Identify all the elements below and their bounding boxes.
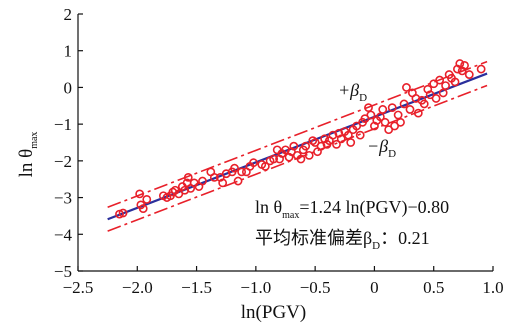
data-point xyxy=(402,83,411,92)
y-tick-label: 2 xyxy=(64,5,73,24)
data-point xyxy=(405,105,415,114)
data-point xyxy=(375,112,385,122)
x-tick-label: 0 xyxy=(370,278,379,297)
data-point xyxy=(387,103,397,113)
axes: −2.5 −2.0 −1.5 −1.0 −0.5 0 0.5 1.0 2 1 0 −1 −2 −3 −4 −5 xyxy=(54,5,504,297)
equation-label: ln θmax=1.24 ln(PGV)−0.80 xyxy=(255,197,449,221)
data-point xyxy=(296,154,306,164)
data-point xyxy=(138,204,148,213)
data-point xyxy=(332,139,341,149)
data-point xyxy=(269,154,279,164)
data-point xyxy=(355,130,365,140)
equation-rest: =1.24 ln(PGV)−0.80 xyxy=(299,197,449,218)
lower-band-label: −βD xyxy=(367,136,396,160)
data-point xyxy=(237,167,247,177)
data-point xyxy=(460,61,469,70)
upper-band-line xyxy=(107,60,488,209)
data-point xyxy=(260,161,270,171)
data-point xyxy=(366,110,376,120)
y-axis-title-main: ln θ xyxy=(16,149,37,178)
data-point xyxy=(476,64,486,74)
data-point xyxy=(396,117,405,127)
upper-band-label-sub: D xyxy=(359,92,367,104)
data-point xyxy=(399,99,409,109)
data-point xyxy=(304,150,314,160)
data-point xyxy=(441,81,450,90)
sigma-sub: D xyxy=(372,240,380,252)
data-point xyxy=(450,77,460,87)
x-tick-label: −2.0 xyxy=(122,278,153,297)
data-point xyxy=(218,178,228,188)
data-point xyxy=(230,163,239,173)
data-point xyxy=(438,88,448,98)
data-point xyxy=(364,103,373,113)
x-axis-title: ln(PGV) xyxy=(241,302,306,323)
data-point xyxy=(464,70,474,79)
data-point xyxy=(378,105,388,114)
y-axis-title-sub: max xyxy=(29,132,40,149)
data-point xyxy=(142,195,152,204)
y-axis-title: ln θmax xyxy=(16,132,40,178)
data-point xyxy=(183,172,193,182)
data-point xyxy=(233,176,243,186)
data-point xyxy=(435,75,445,85)
lower-band-label-sub: D xyxy=(388,148,396,160)
upper-band-label-main: +β xyxy=(338,80,359,100)
sigma-rest: ：0.21 xyxy=(380,228,430,248)
x-tick-label: −2.5 xyxy=(63,278,94,297)
data-point xyxy=(343,130,353,140)
y-tick-label: −3 xyxy=(54,189,72,208)
data-point xyxy=(198,176,207,186)
x-tick-label: −1.0 xyxy=(240,278,271,297)
y-tick-label: −1 xyxy=(54,115,72,134)
y-tick-label: −4 xyxy=(54,225,73,244)
upper-band-label: +βD xyxy=(338,80,367,104)
data-point xyxy=(209,172,219,182)
y-tick-label: 0 xyxy=(64,78,73,97)
x-tick-label: −0.5 xyxy=(300,278,331,297)
data-point xyxy=(380,117,390,127)
lower-band-label-main: −β xyxy=(367,136,388,156)
y-tick-label: −5 xyxy=(54,262,72,281)
data-point xyxy=(118,208,128,218)
data-point xyxy=(413,108,423,118)
sigma-label: 平均标准偏差βD：0.21 xyxy=(255,228,430,252)
y-tick-label: 1 xyxy=(64,42,73,61)
data-point xyxy=(393,110,403,120)
data-point xyxy=(135,189,145,199)
data-point xyxy=(431,94,441,103)
data-point xyxy=(289,141,299,151)
x-tick-label: 1.0 xyxy=(482,278,503,297)
data-point xyxy=(455,59,465,68)
equation-sub: max xyxy=(282,210,299,221)
plot-area xyxy=(107,59,488,232)
data-point xyxy=(249,158,258,168)
data-point xyxy=(346,138,356,147)
sigma-lead: 平均标准偏差β xyxy=(255,228,372,248)
x-tick-label: −1.5 xyxy=(181,278,212,297)
data-point xyxy=(336,134,346,144)
y-tick-label: −2 xyxy=(54,152,72,171)
data-point xyxy=(419,99,429,109)
x-tick-label: 0.5 xyxy=(423,278,444,297)
data-point xyxy=(301,141,311,151)
equation-lead: ln θ xyxy=(255,197,282,217)
